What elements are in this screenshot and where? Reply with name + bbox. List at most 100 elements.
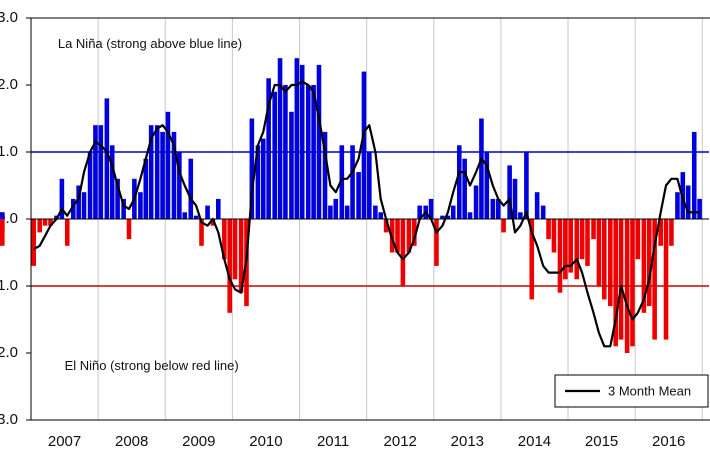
bar xyxy=(412,219,417,246)
bar xyxy=(266,78,271,219)
legend-label: 3 Month Mean xyxy=(608,383,691,398)
bar xyxy=(540,205,546,219)
bar xyxy=(160,131,165,219)
bar xyxy=(406,219,412,253)
bar xyxy=(669,219,674,246)
bar xyxy=(177,152,182,219)
bar xyxy=(215,198,221,219)
bar xyxy=(440,215,445,219)
bar xyxy=(579,219,585,260)
bar xyxy=(518,212,523,219)
bar xyxy=(121,198,126,219)
bar xyxy=(378,212,384,219)
bar xyxy=(165,111,171,219)
bar xyxy=(249,118,255,219)
bar xyxy=(400,219,406,286)
bar xyxy=(601,219,607,300)
x-tick-label: 2010 xyxy=(249,433,282,450)
bar xyxy=(467,212,473,219)
bar xyxy=(685,185,691,219)
bar xyxy=(512,178,518,219)
bar xyxy=(76,185,81,219)
bar xyxy=(501,219,506,233)
x-tick-label: 2009 xyxy=(182,433,215,450)
bar xyxy=(299,64,305,220)
bar xyxy=(574,219,580,280)
bar xyxy=(277,58,283,220)
bar xyxy=(652,219,657,340)
bar xyxy=(48,219,53,226)
bar xyxy=(546,219,551,240)
bar xyxy=(428,198,434,219)
bar xyxy=(568,219,574,273)
bar xyxy=(64,219,70,246)
bar xyxy=(154,125,160,219)
bar xyxy=(328,205,333,219)
bar xyxy=(473,185,479,219)
x-tick-label: 2014 xyxy=(518,433,551,450)
bar xyxy=(613,219,618,347)
bar xyxy=(450,205,456,219)
bar xyxy=(373,205,378,219)
bar xyxy=(255,145,261,219)
x-tick-label: 2016 xyxy=(652,433,685,450)
bar xyxy=(596,219,602,286)
bar xyxy=(658,219,663,246)
bar xyxy=(635,219,641,260)
bar xyxy=(456,145,462,219)
bar xyxy=(367,152,372,219)
bar xyxy=(339,145,345,219)
bar xyxy=(199,219,204,246)
bar xyxy=(148,125,154,219)
bar xyxy=(417,205,422,219)
y-tick-label: -1.0 xyxy=(0,277,18,294)
bar xyxy=(557,219,563,293)
bar xyxy=(227,219,232,313)
bar xyxy=(260,138,266,219)
bar xyxy=(222,219,227,260)
bar xyxy=(663,219,669,340)
bar xyxy=(524,152,529,219)
bar xyxy=(585,219,590,266)
annotation: El Niño (strong below red line) xyxy=(65,358,239,373)
x-tick-label: 2015 xyxy=(585,433,618,450)
bar xyxy=(42,219,48,226)
bar xyxy=(272,91,277,219)
bar xyxy=(143,158,149,219)
bar xyxy=(93,125,98,219)
bar xyxy=(608,219,613,307)
bar xyxy=(232,219,238,280)
bar xyxy=(675,192,680,219)
plot-frame xyxy=(30,17,710,421)
y-tick-label: 3.0 xyxy=(0,9,18,26)
y-tick-label: -2.0 xyxy=(0,344,18,361)
bar xyxy=(182,212,188,219)
annotation: La Niña (strong above blue line) xyxy=(58,36,242,51)
bar xyxy=(188,158,194,219)
bar xyxy=(59,178,65,219)
bar xyxy=(490,198,496,219)
bar xyxy=(591,219,596,240)
bar xyxy=(115,178,120,219)
bar xyxy=(691,131,697,219)
bar xyxy=(697,198,702,219)
x-tick-label: 2013 xyxy=(451,433,484,450)
y-tick-label: 2.0 xyxy=(0,76,18,93)
bar xyxy=(534,192,540,219)
bar xyxy=(479,118,484,219)
bar xyxy=(395,219,400,253)
bar xyxy=(563,219,568,280)
bar xyxy=(210,219,216,226)
bar xyxy=(171,131,177,219)
bar xyxy=(294,58,300,220)
bar xyxy=(618,219,624,340)
bar xyxy=(495,198,501,219)
bar xyxy=(551,219,557,253)
bar xyxy=(350,145,355,219)
mean-line xyxy=(33,80,700,348)
bar xyxy=(507,165,512,219)
bar xyxy=(356,172,361,219)
bar xyxy=(0,219,5,233)
bar xyxy=(316,64,322,220)
bar xyxy=(484,152,490,219)
